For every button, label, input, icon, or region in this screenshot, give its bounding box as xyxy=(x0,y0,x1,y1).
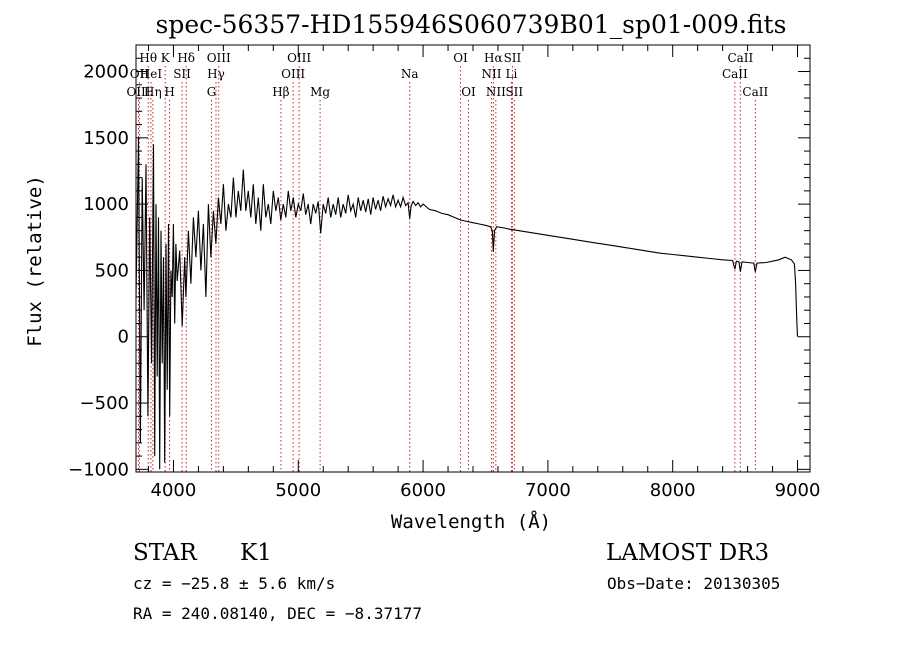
line-marker-label: Hα xyxy=(484,51,503,65)
x-tick-label: 5000 xyxy=(275,480,321,501)
line-marker-label: Na xyxy=(401,67,419,81)
x-tick-labels: 4000 5000 6000 7000 8000 9000 xyxy=(151,480,821,501)
line-marker-label: Mg xyxy=(310,85,330,99)
survey-name: LAMOST DR3 xyxy=(606,540,769,566)
line-marker-label: SII xyxy=(504,51,522,65)
y-axis-label: Flux (relative) xyxy=(24,175,46,347)
plot-area xyxy=(135,44,811,473)
line-marker-label: H xyxy=(164,85,174,99)
line-marker-label: Hθ xyxy=(139,51,157,65)
line-marker-label: OI xyxy=(453,51,468,65)
line-marker-label: OI xyxy=(461,85,476,99)
line-marker-label: Hβ xyxy=(272,85,289,99)
line-marker-label: Hη xyxy=(144,85,162,99)
y-tick-label: 2000 xyxy=(83,62,129,83)
line-marker-label: CaII xyxy=(722,67,748,81)
y-tick-label: 1500 xyxy=(83,128,129,149)
chart-title: spec-56357-HD155946S060739B01_sp01-009.f… xyxy=(156,10,787,39)
object-class: STAR xyxy=(133,540,197,566)
line-marker-label: OII xyxy=(130,67,150,81)
x-axis-label: Wavelength (Å) xyxy=(391,510,551,533)
line-marker-label: SII xyxy=(505,85,523,99)
line-marker-label: G xyxy=(207,85,217,99)
line-marker-label: K xyxy=(161,51,171,65)
redshift-text: cz = −25.8 ± 5.6 km/s xyxy=(133,574,335,593)
x-tick-label: 8000 xyxy=(650,480,696,501)
y-tick-label: −1000 xyxy=(68,459,129,480)
line-marker-label: NII xyxy=(486,85,506,99)
line-marker-label: OIII xyxy=(126,85,150,99)
line-marker-label: OIII xyxy=(207,51,231,65)
line-marker-label: CaII xyxy=(727,51,753,65)
line-marker-label: NII xyxy=(481,67,501,81)
y-tick-labels: −1000 −500 0 500 1000 1500 2000 xyxy=(68,62,129,481)
y-tick-label: 0 xyxy=(118,327,129,348)
x-tick-label: 9000 xyxy=(775,480,821,501)
y-tick-label: 500 xyxy=(95,260,129,281)
spectral-line-markers xyxy=(137,66,756,472)
subclass: K1 xyxy=(240,540,272,566)
x-tick-label: 4000 xyxy=(151,480,197,501)
x-tick-label: 6000 xyxy=(400,480,446,501)
line-marker-label: OIII xyxy=(281,67,305,81)
series-line-flux xyxy=(136,137,799,470)
line-marker-label: CaII xyxy=(742,85,768,99)
y-tick-label: 1000 xyxy=(83,194,129,215)
line-marker-label: OIII xyxy=(287,51,311,65)
line-marker-label: HeI xyxy=(140,67,163,81)
line-marker-label: Hγ xyxy=(207,67,225,81)
obs-date: Obs−Date: 20130305 xyxy=(607,574,780,593)
y-tick-label: −500 xyxy=(80,393,129,414)
line-marker-label: SII xyxy=(173,67,191,81)
coords-text: RA = 240.08140, DEC = −8.37177 xyxy=(133,604,422,623)
line-marker-label: Li xyxy=(506,67,518,81)
x-tick-label: 7000 xyxy=(525,480,571,501)
line-marker-label: Hδ xyxy=(177,51,195,65)
series-layer xyxy=(136,137,799,470)
